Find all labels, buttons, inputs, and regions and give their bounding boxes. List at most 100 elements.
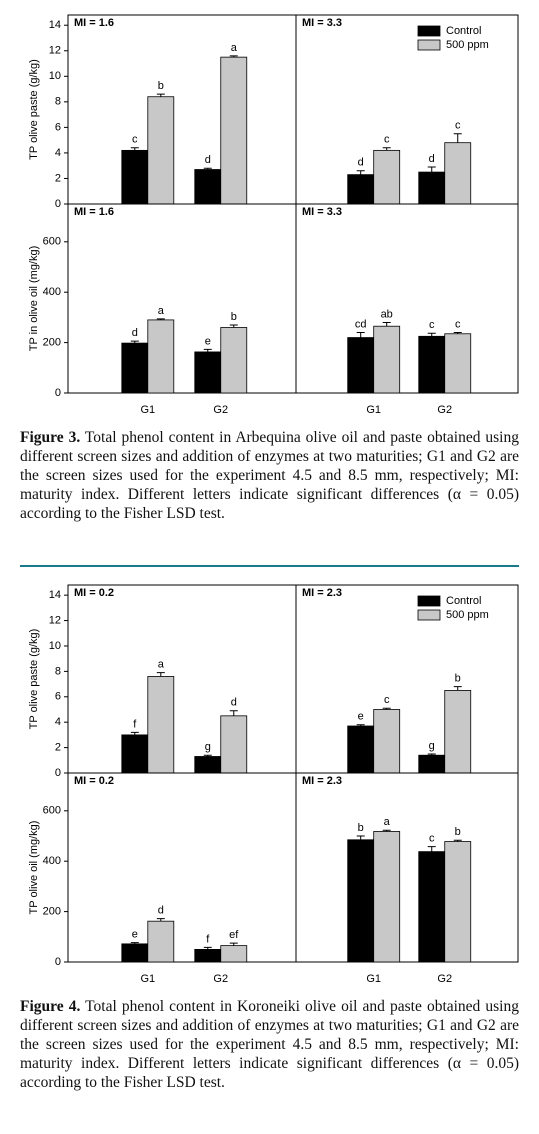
error-bar bbox=[156, 672, 165, 677]
error-bar bbox=[229, 324, 238, 328]
x-tick-label: G2 bbox=[213, 404, 228, 416]
bar bbox=[444, 690, 472, 774]
significance-letter: g bbox=[429, 740, 435, 752]
panel-frame bbox=[67, 584, 297, 774]
panel-label: MI = 3.3 bbox=[302, 206, 342, 218]
significance-letter: b bbox=[455, 826, 461, 838]
y-tick-label: 14 bbox=[49, 589, 61, 601]
y-tick-label: 2 bbox=[55, 742, 61, 754]
panel-label: MI = 0.2 bbox=[74, 775, 114, 787]
significance-letter: ef bbox=[229, 929, 239, 941]
panel-label: MI = 3.3 bbox=[302, 17, 342, 29]
error-bar bbox=[356, 724, 365, 726]
caption-label: Figure 3. bbox=[20, 429, 81, 446]
significance-letter: b bbox=[231, 311, 237, 323]
error-bar bbox=[453, 839, 462, 842]
y-tick-label: 400 bbox=[43, 286, 61, 298]
bar bbox=[121, 149, 149, 205]
y-tick-label: 0 bbox=[55, 956, 61, 968]
significance-letter: f bbox=[133, 718, 137, 730]
significance-letter: d bbox=[358, 157, 364, 169]
error-bar bbox=[382, 321, 391, 327]
significance-letter: b bbox=[358, 822, 364, 834]
bar bbox=[418, 335, 446, 394]
significance-letter: d bbox=[231, 697, 237, 709]
significance-letter: c bbox=[429, 319, 435, 331]
significance-letter: c bbox=[384, 694, 390, 706]
x-tick-label: G2 bbox=[213, 973, 228, 985]
significance-letter: e bbox=[358, 711, 364, 723]
bar bbox=[347, 174, 375, 205]
panel-label: MI = 0.2 bbox=[74, 587, 114, 599]
bar bbox=[444, 333, 472, 394]
bar bbox=[373, 831, 401, 963]
error-bar bbox=[453, 133, 462, 143]
error-bar bbox=[427, 332, 436, 337]
error-bar bbox=[229, 55, 238, 58]
panel-frame bbox=[67, 772, 297, 963]
y-tick-label: 10 bbox=[49, 70, 61, 82]
error-bar bbox=[203, 348, 212, 352]
significance-letter: cd bbox=[355, 318, 367, 330]
panel-label: MI = 2.3 bbox=[302, 775, 342, 787]
y-axis-label: TP olive paste (g/kg) bbox=[28, 59, 40, 160]
bar bbox=[121, 943, 149, 963]
bar bbox=[220, 715, 248, 774]
legend-swatch bbox=[417, 39, 441, 51]
error-bar bbox=[130, 147, 139, 151]
y-tick-label: 0 bbox=[55, 387, 61, 399]
panel-frame bbox=[295, 772, 519, 963]
y-tick-label: 4 bbox=[55, 147, 61, 159]
bar bbox=[147, 96, 175, 205]
bar bbox=[418, 171, 446, 205]
error-bar bbox=[229, 942, 238, 946]
panel-frame bbox=[295, 203, 519, 394]
significance-letter: c bbox=[455, 120, 461, 132]
caption: Figure 4. Total phenol content in Korone… bbox=[20, 997, 519, 1092]
significance-letter: d bbox=[132, 327, 138, 339]
caption-label: Figure 4. bbox=[20, 998, 81, 1015]
bar bbox=[373, 709, 401, 774]
bar bbox=[347, 839, 375, 963]
y-tick-label: 4 bbox=[55, 716, 61, 728]
significance-letter: g bbox=[205, 741, 211, 753]
legend-label: Control bbox=[446, 595, 481, 607]
bar bbox=[147, 920, 175, 963]
legend-label: Control bbox=[446, 25, 481, 37]
caption-text: Total phenol content in Koroneiki olive … bbox=[20, 998, 519, 1091]
y-axis-label: TP in olive oil (mg/kg) bbox=[28, 246, 40, 352]
panel-frame bbox=[67, 203, 297, 394]
error-bar bbox=[156, 918, 165, 922]
legend-swatch bbox=[417, 609, 441, 621]
bar bbox=[194, 351, 222, 394]
x-tick-label: G1 bbox=[140, 404, 155, 416]
y-tick-label: 6 bbox=[55, 691, 61, 703]
error-bar bbox=[203, 946, 212, 950]
error-bar bbox=[156, 93, 165, 97]
error-bar bbox=[356, 170, 365, 175]
significance-letter: a bbox=[158, 305, 165, 317]
error-bar bbox=[229, 710, 238, 716]
significance-letter: c bbox=[429, 832, 435, 844]
caption: Figure 3. Total phenol content in Arbequ… bbox=[20, 428, 519, 523]
x-tick-label: G1 bbox=[366, 404, 381, 416]
significance-letter: d bbox=[205, 154, 211, 166]
y-tick-label: 14 bbox=[49, 19, 61, 31]
y-tick-label: 0 bbox=[55, 198, 61, 210]
error-bar bbox=[382, 829, 391, 832]
error-bar bbox=[130, 731, 139, 735]
panel-label: MI = 1.6 bbox=[74, 206, 114, 218]
x-tick-label: G2 bbox=[437, 973, 452, 985]
bar bbox=[347, 725, 375, 774]
y-tick-label: 600 bbox=[43, 805, 61, 817]
bar bbox=[194, 756, 222, 774]
panel-label: MI = 2.3 bbox=[302, 587, 342, 599]
legend-swatch bbox=[417, 595, 441, 607]
error-bar bbox=[382, 147, 391, 151]
y-axis-label: TP olive paste (g/kg) bbox=[28, 629, 40, 730]
bar bbox=[194, 949, 222, 963]
x-tick-label: G1 bbox=[140, 973, 155, 985]
y-tick-label: 400 bbox=[43, 855, 61, 867]
significance-letter: d bbox=[158, 905, 164, 917]
